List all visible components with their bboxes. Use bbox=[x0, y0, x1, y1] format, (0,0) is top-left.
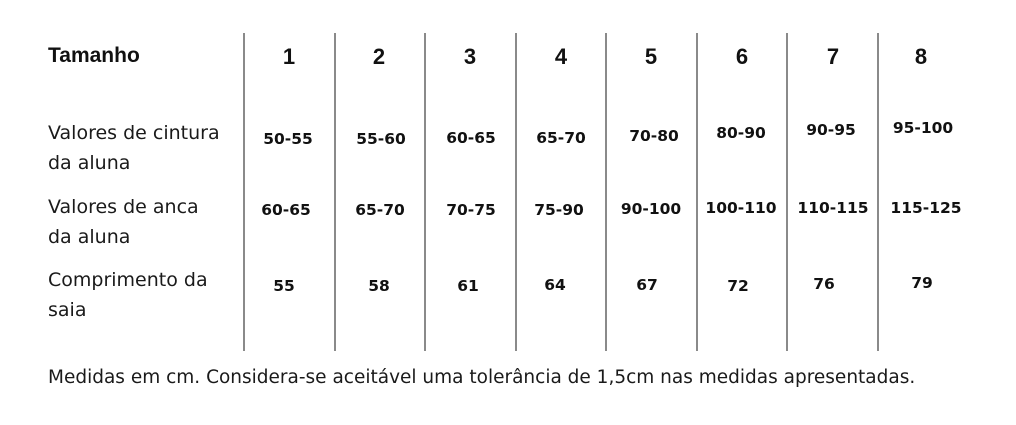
table-cell: 90-100 bbox=[620, 200, 682, 218]
size-header: 7 bbox=[826, 44, 840, 69]
table-cell: 50-55 bbox=[263, 130, 313, 148]
table-cell: 72 bbox=[727, 277, 749, 295]
row-label-line: da aluna bbox=[48, 226, 131, 248]
table-cell: 75-90 bbox=[534, 201, 584, 219]
size-header: 4 bbox=[554, 44, 568, 69]
table-cell: 70-80 bbox=[629, 127, 679, 145]
row-label-line: Valores de cintura bbox=[48, 122, 220, 144]
table-cell: 55-60 bbox=[356, 130, 406, 148]
row-label-line: Valores de anca bbox=[48, 196, 199, 218]
row-label-waist: Valores de cintura da aluna bbox=[48, 118, 243, 178]
row-label-hip: Valores de anca da aluna bbox=[48, 192, 243, 252]
table-cell: 67 bbox=[636, 276, 658, 294]
table-cell: 90-95 bbox=[806, 121, 856, 139]
table-cell: 76 bbox=[813, 275, 835, 293]
table-cell: 61 bbox=[457, 277, 479, 295]
table-cell: 64 bbox=[544, 276, 566, 294]
column-divider bbox=[786, 33, 788, 351]
table-cell: 115-125 bbox=[890, 199, 962, 217]
table-cell: 60-65 bbox=[446, 129, 496, 147]
row-label-skirt-length: Comprimento da saia bbox=[48, 265, 243, 325]
size-header: 2 bbox=[372, 44, 386, 69]
table-cell: 95-100 bbox=[892, 119, 954, 137]
column-divider bbox=[334, 33, 336, 351]
column-divider bbox=[424, 33, 426, 351]
table-cell: 55 bbox=[273, 277, 295, 295]
header-label: Tamanho bbox=[48, 44, 140, 67]
column-divider bbox=[877, 33, 879, 351]
column-divider bbox=[243, 33, 245, 351]
column-divider bbox=[515, 33, 517, 351]
table-cell: 65-70 bbox=[536, 129, 586, 147]
size-header: 6 bbox=[735, 44, 749, 69]
size-header: 5 bbox=[644, 44, 658, 69]
table-cell: 100-110 bbox=[705, 199, 777, 217]
size-header: 3 bbox=[463, 44, 477, 69]
table-cell: 80-90 bbox=[716, 124, 766, 142]
column-divider bbox=[696, 33, 698, 351]
table-cell: 70-75 bbox=[446, 201, 496, 219]
table-cell: 110-115 bbox=[797, 199, 869, 217]
row-label-line: saia bbox=[48, 299, 87, 321]
table-cell: 60-65 bbox=[261, 201, 311, 219]
table-cell: 65-70 bbox=[355, 201, 405, 219]
row-label-line: Comprimento da bbox=[48, 269, 208, 291]
column-divider bbox=[605, 33, 607, 351]
table-cell: 79 bbox=[911, 274, 933, 292]
footer-note: Medidas em cm. Considera-se aceitável um… bbox=[48, 367, 916, 388]
size-header: 8 bbox=[914, 44, 928, 69]
table-cell: 58 bbox=[368, 277, 390, 295]
size-header: 1 bbox=[282, 44, 296, 69]
row-label-line: da aluna bbox=[48, 152, 131, 174]
